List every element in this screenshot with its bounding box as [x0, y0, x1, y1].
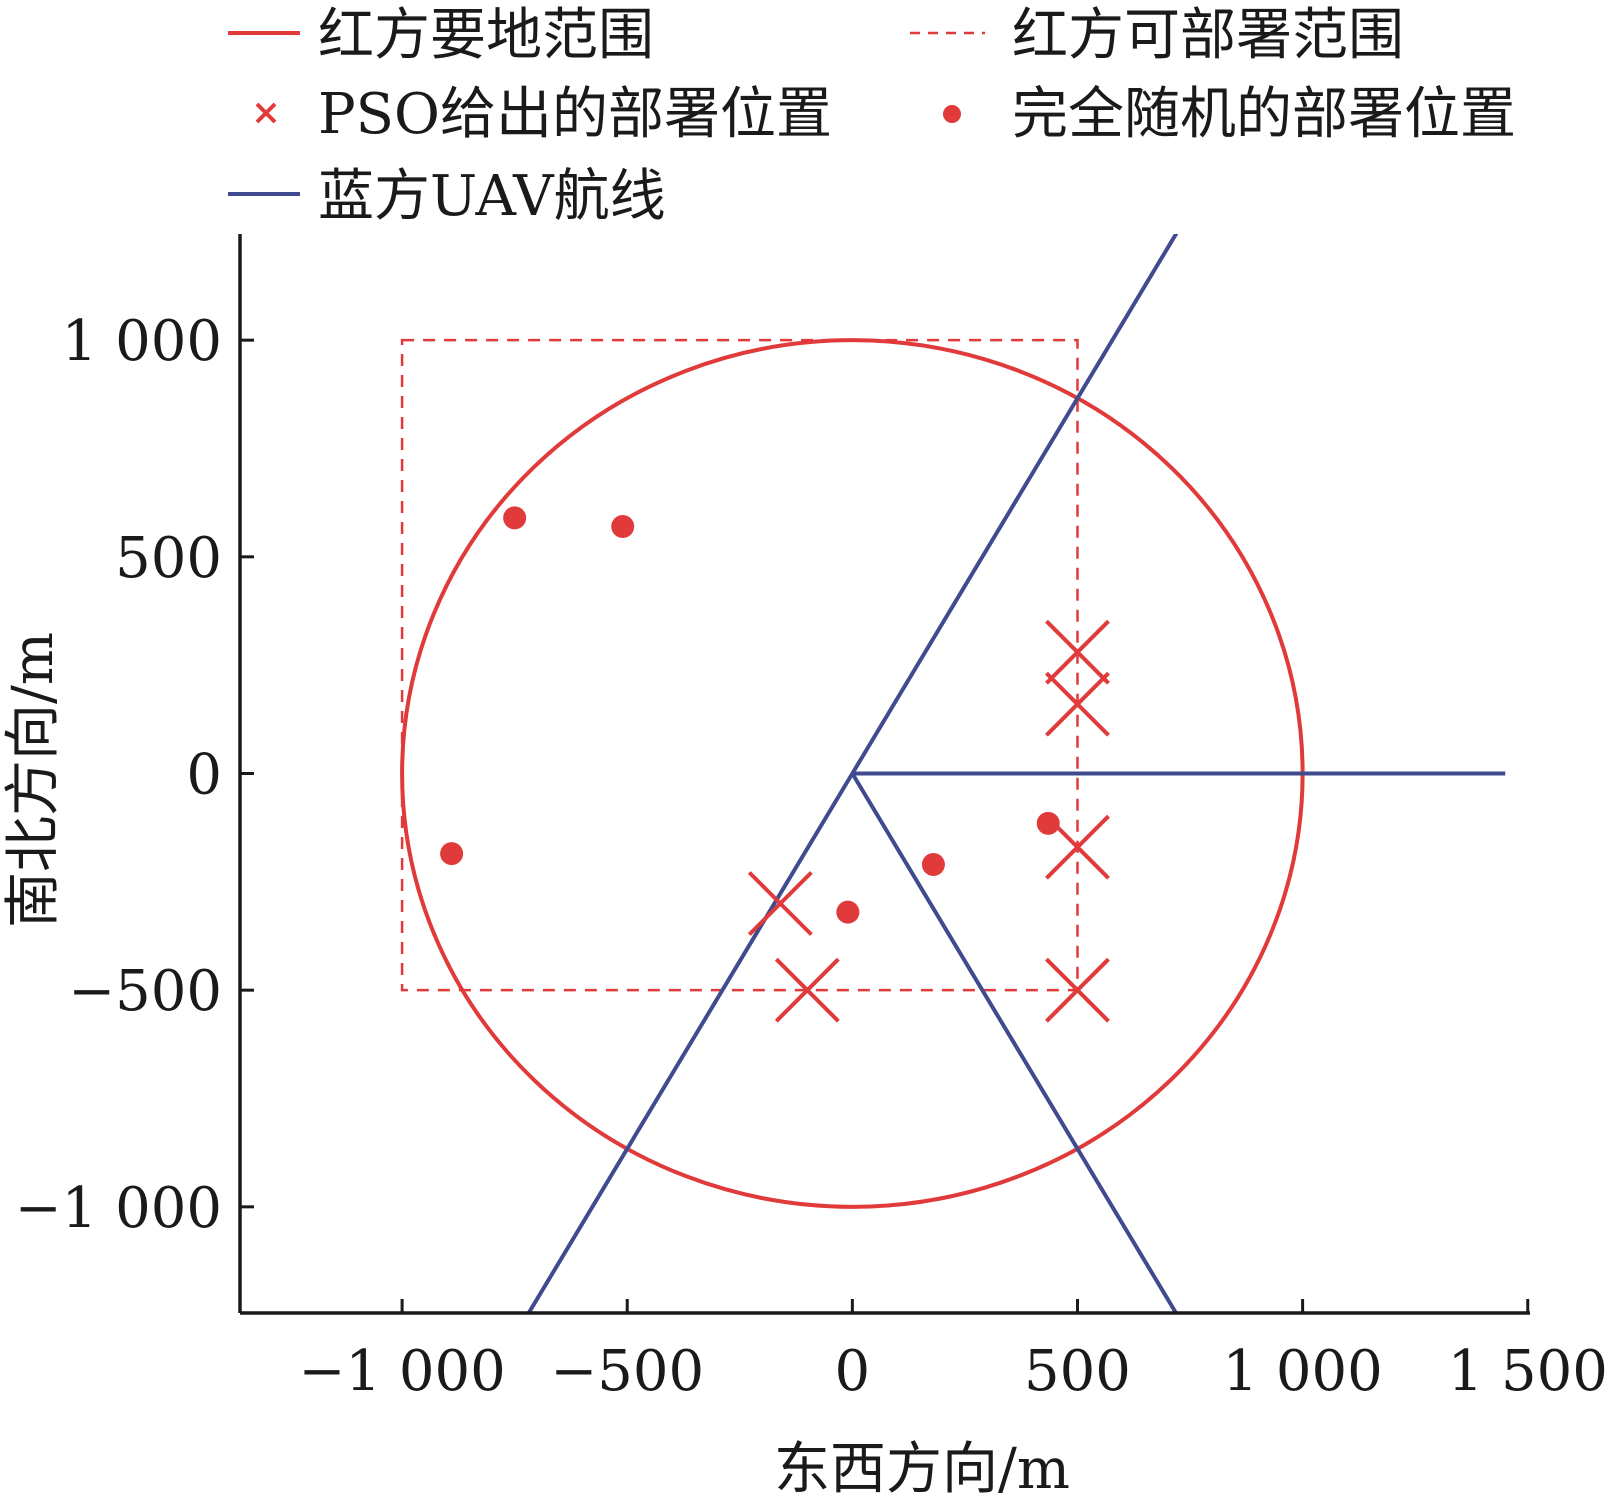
x-tick-label-2: 0: [835, 1339, 871, 1404]
red-deploy-area-rect: [400, 338, 1079, 992]
pso-deploy-point-6: [1045, 957, 1110, 1023]
random-deploy-point-5: [921, 853, 945, 876]
blue-uav-route-1: [850, 234, 1179, 775]
legend-label-random: 完全随机的部署位置: [1012, 82, 1516, 147]
pso-deploy-point-2: [1045, 671, 1110, 737]
y-tick-label-0: −1 000: [15, 1176, 222, 1241]
pso-marker-stroke-b: [747, 871, 813, 936]
y-tick-label-1: −500: [68, 959, 222, 1024]
legend-label-red-rect: 红方可部署范围: [1012, 3, 1404, 68]
y-tick-label-3: 500: [115, 526, 222, 591]
x-tick-label-1: −500: [550, 1339, 704, 1404]
legend-label-red-circle: 红方要地范围: [318, 3, 654, 68]
pso-marker-stroke-b: [1045, 619, 1110, 685]
legend: 红方要地范围 红方可部署范围 PSO给出的部署位置 完全随机的部署位置 蓝方UA…: [228, 3, 1516, 229]
legend-label-blue: 蓝方UAV航线: [318, 164, 666, 229]
x-axis-title: 东西方向/m: [774, 1437, 1070, 1496]
blue-uav-route-3: [526, 772, 855, 1313]
pso-deploy-point-4: [747, 871, 813, 936]
blue-uav-route-4: [850, 772, 1179, 1313]
y-tick-label-2: 0: [186, 743, 222, 808]
plot-area: [400, 234, 1506, 1313]
random-deploy-point-2: [611, 515, 635, 538]
legend-label-pso: PSO给出的部署位置: [318, 82, 832, 147]
axes: −1 000 −500 0 500 1 000 1 500 −1 000 −500 0 500 1 …: [15, 234, 1608, 1404]
pso-marker-stroke-b: [774, 957, 840, 1023]
y-axis-title: 南北方向/m: [1, 632, 66, 928]
pso-deploy-point-1: [1045, 619, 1110, 685]
pso-marker-stroke-b: [1045, 814, 1110, 880]
pso-deploy-point-5: [774, 957, 840, 1023]
random-deploy-point-4: [836, 900, 860, 924]
legend-swatch-random-dot: [943, 105, 961, 123]
x-tick-label-3: 500: [1024, 1339, 1131, 1404]
legend-swatch-pso-marker: [255, 102, 277, 124]
random-deploy-point-1: [503, 506, 527, 530]
pso-marker-stroke-b: [1045, 671, 1110, 737]
x-tick-label-5: 1 500: [1448, 1339, 1608, 1404]
random-deploy-point-6: [1036, 811, 1060, 835]
pso-marker-stroke-b: [1045, 957, 1110, 1023]
y-tick-label-4: 1 000: [62, 309, 222, 374]
x-tick-label-4: 1 000: [1222, 1339, 1382, 1404]
random-deploy-point-3: [440, 842, 464, 866]
x-tick-label-0: −1 000: [298, 1339, 505, 1404]
